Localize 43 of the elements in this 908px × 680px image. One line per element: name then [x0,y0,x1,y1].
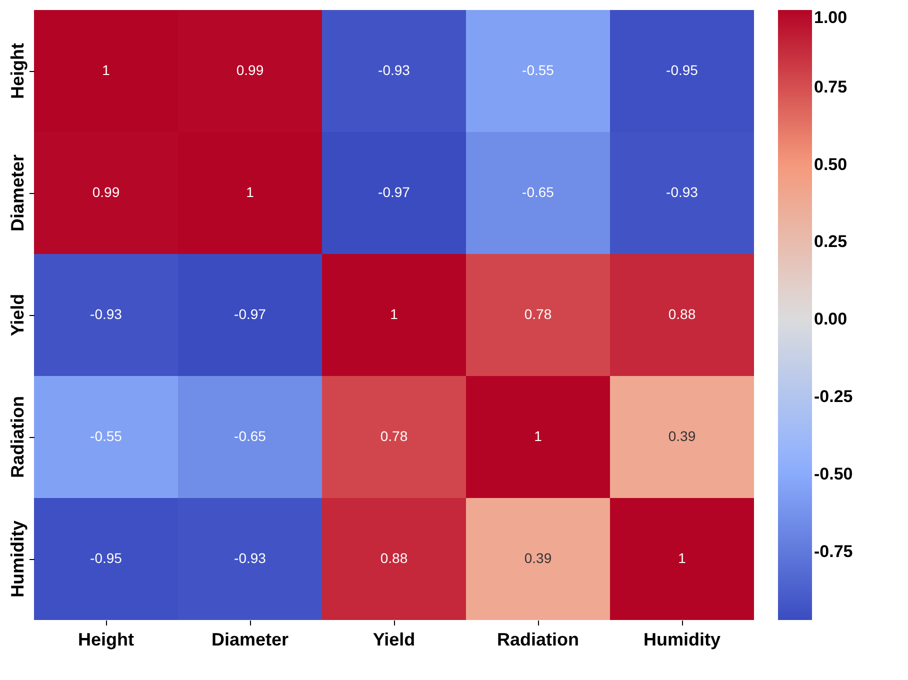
color-bar-label: -0.25 [814,387,853,406]
color-bar-label: 0.00 [814,310,848,329]
data-label: -0.95 [666,62,698,78]
color-bar-label: -0.75 [814,542,853,561]
y-tick-label: Radiation [8,396,28,478]
x-tick-label: Height [78,630,134,650]
color-bar-label: 0.50 [814,154,848,174]
data-label: 1 [678,550,686,566]
x-tick-label: Humidity [643,630,721,650]
data-label: 0.39 [668,428,696,444]
color-bar-label: 1.00 [814,8,848,27]
data-label: -0.93 [90,306,122,322]
x-tick-label: Diameter [211,630,289,650]
data-label: -0.95 [90,550,122,566]
data-label: 1 [534,428,542,444]
data-label: 0.78 [380,428,408,444]
data-label: -0.93 [234,550,266,566]
data-label: -0.93 [666,184,698,200]
data-label: -0.65 [522,184,554,200]
data-label: 0.99 [92,184,120,200]
data-label: -0.97 [378,184,410,200]
data-label: -0.97 [234,306,266,322]
color-bar-label: 0.25 [814,232,848,252]
data-label: 1 [390,306,398,322]
data-label: 0.78 [524,306,552,322]
data-label: 0.39 [524,550,552,566]
x-tick-label: Yield [372,630,416,650]
y-tick-label: Humidity [8,520,28,598]
data-label: 0.99 [236,62,264,78]
data-label: 1 [246,184,254,200]
color-bar-label: -0.50 [814,464,853,484]
data-label: -0.55 [90,428,122,444]
data-label: 0.88 [380,550,408,566]
x-tick-label: Radiation [496,630,580,650]
data-label: 1 [102,62,110,78]
y-tick-label: Yield [8,294,28,336]
data-label: -0.65 [234,428,266,444]
data-label: -0.55 [522,62,554,78]
y-tick-label: Diameter [8,154,28,232]
y-tick-label: Height [8,43,28,99]
color-bar-label: 0.75 [814,77,848,96]
data-label: 0.88 [668,306,696,322]
data-label: -0.93 [378,62,410,78]
